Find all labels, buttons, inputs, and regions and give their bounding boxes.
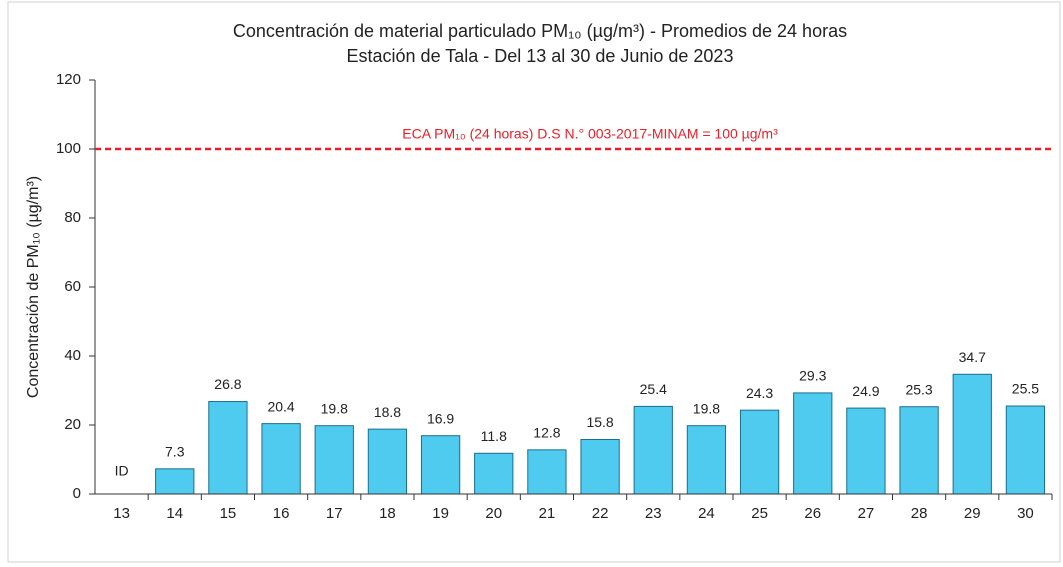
x-tick-label: 21 xyxy=(539,505,556,522)
y-axis-label: Concentración de PM₁₀ (µg/m³) xyxy=(25,176,42,398)
bar xyxy=(261,423,301,495)
x-tick-label: 27 xyxy=(858,505,875,522)
value-label: 34.7 xyxy=(959,349,986,365)
x-tick-label: 26 xyxy=(804,505,821,522)
bar xyxy=(208,401,248,495)
value-label: 18.8 xyxy=(374,404,401,420)
y-tick-label: 20 xyxy=(64,416,81,433)
value-label: 25.5 xyxy=(1012,381,1039,397)
x-tick-label: 28 xyxy=(911,505,928,522)
chart-title: Concentración de material particulado PM… xyxy=(233,21,847,41)
y-tick-label: 0 xyxy=(73,485,81,502)
value-label: 19.8 xyxy=(321,400,348,416)
x-tick-label: 19 xyxy=(432,505,449,522)
value-label: 20.4 xyxy=(267,398,294,414)
bar xyxy=(1005,405,1046,495)
value-label: 24.3 xyxy=(746,385,773,401)
bar xyxy=(846,407,886,495)
bar xyxy=(314,425,354,495)
bar xyxy=(686,425,727,495)
x-tick-label: 29 xyxy=(964,505,981,522)
x-tick-label: 16 xyxy=(273,505,290,522)
x-tick-label: 20 xyxy=(485,505,502,522)
chart-subtitle: Estación de Tala - Del 13 al 30 de Junio… xyxy=(347,46,734,66)
value-label: 25.3 xyxy=(905,381,932,397)
value-label: 15.8 xyxy=(586,414,613,430)
value-label: 26.8 xyxy=(214,376,241,392)
value-label: 25.4 xyxy=(640,381,667,397)
bar xyxy=(633,405,673,495)
value-label: 11.8 xyxy=(481,428,507,444)
x-tick-label: 17 xyxy=(326,505,343,522)
y-tick-label: 40 xyxy=(64,347,81,364)
y-tick-label: 60 xyxy=(64,278,81,295)
bar xyxy=(155,468,195,495)
y-tick-label: 120 xyxy=(56,71,81,88)
bar xyxy=(739,409,780,495)
value-label: 19.8 xyxy=(693,400,720,416)
x-tick-label: 13 xyxy=(113,505,130,522)
bar xyxy=(367,428,408,495)
bar xyxy=(580,438,620,495)
x-tick-label: 24 xyxy=(698,505,715,522)
value-label: 12.8 xyxy=(533,425,560,441)
bar xyxy=(899,406,939,495)
chart-frame xyxy=(7,1,1061,563)
value-label: ID xyxy=(115,463,129,479)
x-tick-label: 23 xyxy=(645,505,662,522)
value-label: 16.9 xyxy=(427,410,454,426)
reference-label: ECA PM₁₀ (24 horas) D.S N.° 003-2017-MIN… xyxy=(402,126,778,142)
value-label: 24.9 xyxy=(852,383,879,399)
x-tick-label: 30 xyxy=(1017,505,1034,522)
x-tick-label: 22 xyxy=(592,505,609,522)
x-tick-label: 18 xyxy=(379,505,396,522)
y-tick-label: 100 xyxy=(56,140,81,157)
bar xyxy=(420,435,461,495)
x-tick-label: 15 xyxy=(220,505,237,522)
bar xyxy=(474,452,514,495)
x-tick-label: 25 xyxy=(751,505,768,522)
bar xyxy=(793,392,833,495)
value-label: 29.3 xyxy=(799,368,826,384)
x-tick-label: 14 xyxy=(166,505,183,522)
value-label: 7.3 xyxy=(165,444,185,460)
y-tick-label: 80 xyxy=(64,209,81,226)
bar xyxy=(527,449,567,495)
bar xyxy=(952,373,992,495)
